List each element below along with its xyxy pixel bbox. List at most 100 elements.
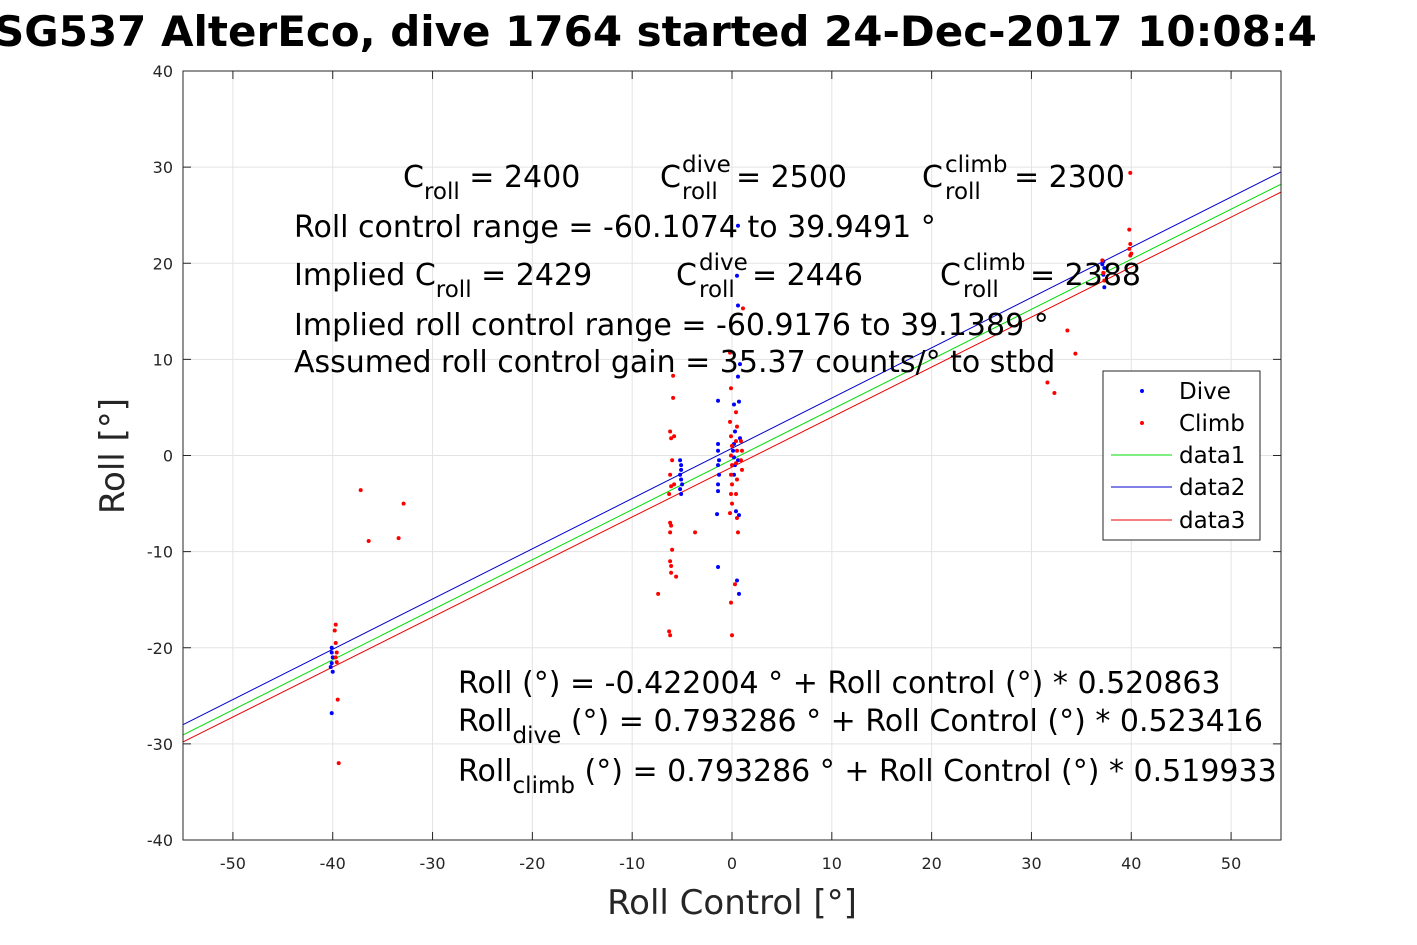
dive-point bbox=[737, 362, 742, 367]
climb-point bbox=[668, 633, 673, 638]
dive-point bbox=[329, 661, 334, 666]
legend-dive-marker bbox=[1140, 389, 1144, 393]
legend-climb-marker bbox=[1140, 421, 1144, 425]
climb-point bbox=[733, 410, 738, 415]
x-tick-label: -10 bbox=[619, 854, 645, 873]
dive-point bbox=[736, 399, 741, 404]
dive-point bbox=[735, 374, 740, 379]
climb-point bbox=[729, 453, 734, 458]
climb-point bbox=[333, 622, 338, 627]
dive-point bbox=[730, 448, 735, 453]
climb-point bbox=[739, 448, 744, 453]
c-roll-value: = 2400 bbox=[460, 160, 581, 195]
x-tick-label: -20 bbox=[519, 854, 545, 873]
climb-point bbox=[669, 523, 674, 528]
implied-dive-sub: roll bbox=[699, 277, 735, 303]
implied-dive-value: = 2446 bbox=[752, 258, 863, 293]
dive-point bbox=[330, 669, 335, 674]
dive-point bbox=[717, 472, 722, 477]
dive-point bbox=[735, 303, 740, 308]
dive-point bbox=[734, 273, 739, 278]
legend: Dive Climb data1 data2 data3 bbox=[1102, 370, 1261, 541]
implied-climb-sup: climb bbox=[963, 250, 1025, 276]
data-points bbox=[328, 170, 1134, 766]
legend-data1-label: data1 bbox=[1179, 443, 1245, 469]
implied-c-roll-prefix: Implied C bbox=[294, 258, 436, 293]
dive-point bbox=[678, 487, 683, 492]
climb-point bbox=[728, 419, 733, 424]
climb-point bbox=[738, 458, 743, 463]
dive-point bbox=[1100, 262, 1105, 267]
fit-climb-equation: Rollclimb (°) = 0.793286 ° + Roll Contro… bbox=[458, 754, 1277, 799]
dive-point bbox=[731, 402, 736, 407]
climb-point bbox=[671, 373, 676, 378]
x-tick-label: -30 bbox=[419, 854, 445, 873]
c-roll-climb-sub: roll bbox=[945, 179, 981, 205]
dive-point bbox=[678, 458, 683, 463]
legend-data3-label: data3 bbox=[1179, 508, 1245, 534]
dive-point bbox=[1102, 266, 1107, 271]
climb-point bbox=[1128, 242, 1133, 247]
x-tick-label: 30 bbox=[1021, 854, 1041, 873]
fit-dive-sub: dive bbox=[513, 723, 562, 749]
dive-point bbox=[328, 664, 333, 669]
y-tick-label: -10 bbox=[147, 543, 173, 562]
implied-climb-value: = 2388 bbox=[1030, 258, 1141, 293]
climb-point bbox=[1127, 246, 1132, 251]
climb-point bbox=[669, 484, 674, 489]
climb-point bbox=[1128, 170, 1133, 175]
dive-point bbox=[679, 463, 684, 468]
dive-point bbox=[716, 482, 721, 487]
dive-point bbox=[679, 467, 684, 472]
fit-climb-prefix: Roll bbox=[458, 754, 513, 789]
climb-point bbox=[668, 429, 673, 434]
y-tick-label: 30 bbox=[153, 158, 173, 177]
fit-dive-value: (°) = 0.793286 ° + Roll Control (°) * 0.… bbox=[561, 704, 1263, 739]
climb-point bbox=[1052, 391, 1057, 396]
implied-c-roll-annotation: Implied Croll = 2429 bbox=[294, 258, 592, 303]
fit-dive-equation: Rolldive (°) = 0.793286 ° + Roll Control… bbox=[458, 704, 1263, 749]
dive-point bbox=[329, 711, 334, 716]
dive-point bbox=[716, 398, 721, 403]
roll-control-gain: Assumed roll control gain = 35.37 counts… bbox=[294, 345, 1055, 380]
data1-fit-line bbox=[182, 183, 1282, 736]
climb-point bbox=[734, 515, 739, 520]
c-roll-dive-value: = 2500 bbox=[736, 160, 847, 195]
axis-ticks: -50 -40 -30 -20 -10 0 10 20 30 40 50 -40 -30 -20 -10 0 1… bbox=[147, 62, 1281, 873]
implied-dive-prefix: C bbox=[676, 258, 697, 293]
legend-climb-label: Climb bbox=[1179, 411, 1245, 437]
y-tick-label: 20 bbox=[153, 254, 173, 273]
x-tick-label: -50 bbox=[220, 854, 246, 873]
dive-point bbox=[735, 223, 740, 228]
climb-point bbox=[730, 633, 734, 638]
climb-point bbox=[333, 640, 338, 645]
fit-dive-prefix: Roll bbox=[458, 704, 513, 739]
climb-point bbox=[729, 491, 734, 496]
implied-c-roll-sub: roll bbox=[436, 277, 472, 303]
c-roll-prefix: C bbox=[403, 160, 424, 195]
c-roll-dive-sub: roll bbox=[682, 179, 718, 205]
climb-point bbox=[734, 448, 739, 453]
x-tick-label: 10 bbox=[822, 854, 842, 873]
dive-point bbox=[679, 477, 684, 482]
c-roll-annotation: Croll = 2400 bbox=[403, 160, 580, 205]
climb-point bbox=[333, 655, 338, 660]
climb-point bbox=[1101, 270, 1106, 275]
chart-title: SG537 AlterEco, dive 1764 started 24-Dec… bbox=[0, 7, 1317, 56]
x-tick-label: 50 bbox=[1221, 854, 1241, 873]
y-tick-label: 40 bbox=[153, 62, 173, 81]
data2-fit-line bbox=[182, 171, 1282, 726]
fit-climb-sub: climb bbox=[513, 773, 575, 799]
climb-point bbox=[1128, 253, 1133, 258]
climb-point bbox=[366, 539, 371, 544]
c-roll-sub: roll bbox=[424, 179, 460, 205]
c-roll-climb-sup: climb bbox=[945, 152, 1007, 178]
dive-point bbox=[732, 429, 737, 434]
climb-point bbox=[733, 491, 738, 496]
climb-point bbox=[667, 629, 672, 634]
dive-point bbox=[736, 591, 741, 596]
x-axis-label: Roll Control [°] bbox=[607, 883, 857, 923]
dive-point bbox=[716, 441, 721, 446]
dive-point bbox=[733, 509, 738, 514]
